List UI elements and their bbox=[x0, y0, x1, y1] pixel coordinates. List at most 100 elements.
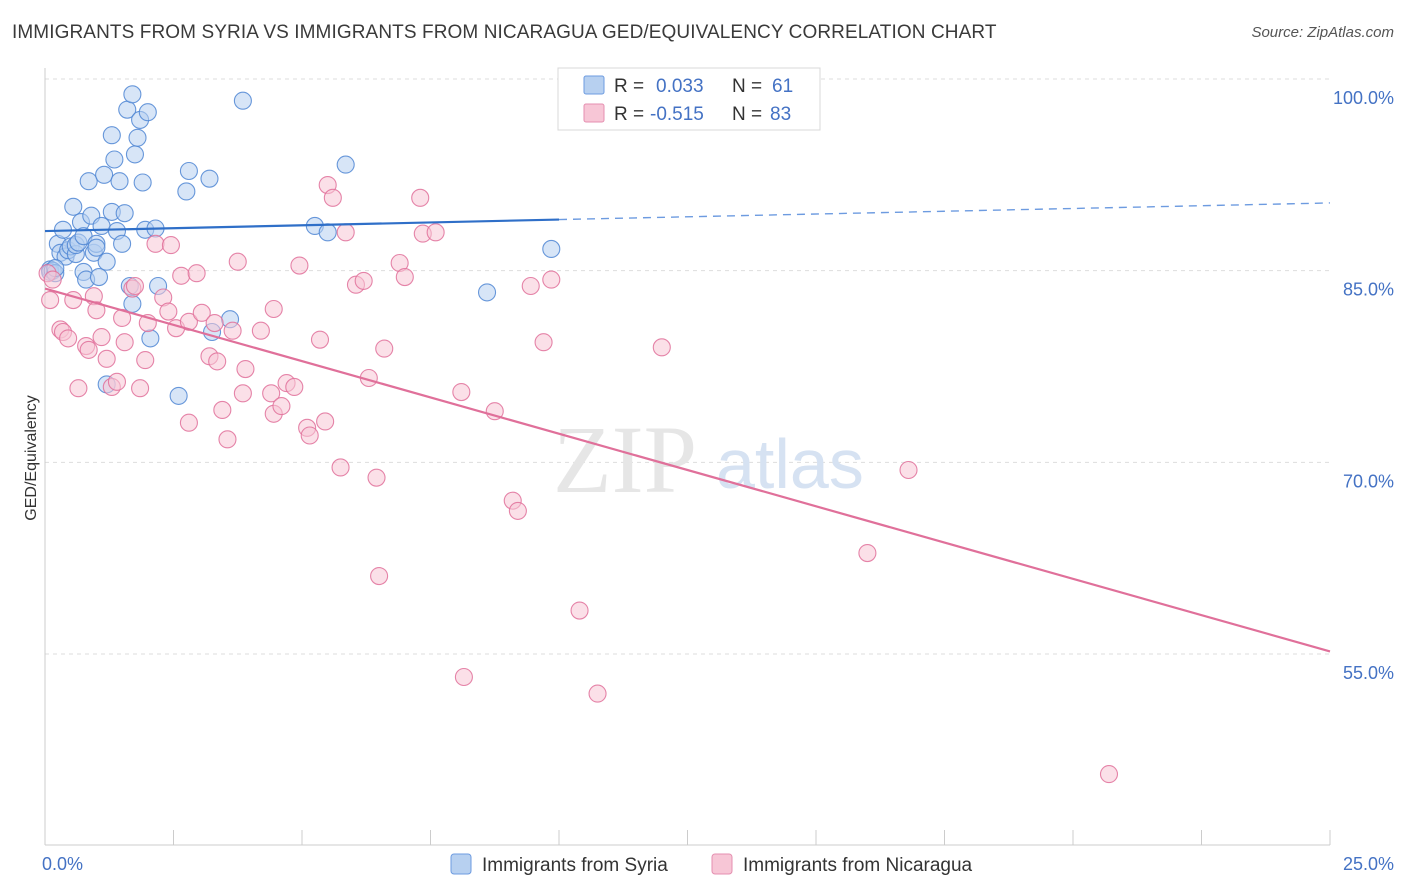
stats-r-value-syria: 0.033 bbox=[656, 76, 704, 97]
axes bbox=[44, 68, 1331, 846]
legend-swatch-nicaragua bbox=[711, 853, 733, 875]
point-nicaragua bbox=[588, 684, 607, 703]
point-nicaragua bbox=[41, 291, 60, 310]
point-nicaragua bbox=[131, 379, 150, 398]
point-nicaragua bbox=[161, 236, 180, 255]
point-syria bbox=[102, 126, 121, 145]
point-syria bbox=[123, 294, 142, 313]
stats-n-value-nicaragua: 83 bbox=[770, 104, 791, 125]
point-nicaragua bbox=[59, 329, 78, 348]
point-syria bbox=[141, 329, 160, 348]
point-nicaragua bbox=[370, 567, 389, 586]
y-tick-label: 85.0% bbox=[1343, 280, 1394, 300]
point-syria bbox=[128, 128, 147, 147]
legend-label-syria: Immigrants from Syria bbox=[482, 855, 668, 876]
stats-n-value-syria: 61 bbox=[772, 76, 793, 97]
point-nicaragua bbox=[223, 321, 242, 340]
point-nicaragua bbox=[316, 412, 335, 431]
point-nicaragua bbox=[218, 430, 237, 449]
point-nicaragua bbox=[331, 458, 350, 477]
trend-lines bbox=[44, 202, 1331, 653]
legend-label-nicaragua: Immigrants from Nicaragua bbox=[743, 855, 973, 876]
point-nicaragua bbox=[508, 501, 527, 520]
point-syria bbox=[138, 103, 157, 122]
point-nicaragua bbox=[146, 234, 165, 253]
point-nicaragua bbox=[354, 271, 373, 290]
stats-swatch-nicaragua bbox=[583, 103, 605, 123]
point-nicaragua bbox=[69, 379, 88, 398]
point-nicaragua bbox=[213, 400, 232, 419]
point-nicaragua bbox=[290, 256, 309, 275]
point-nicaragua bbox=[187, 264, 206, 283]
point-syria bbox=[200, 169, 219, 188]
point-nicaragua bbox=[79, 340, 98, 359]
point-nicaragua bbox=[570, 601, 589, 620]
point-nicaragua bbox=[107, 372, 127, 391]
point-nicaragua bbox=[300, 426, 319, 445]
stats-r-label-syria: R = bbox=[614, 76, 644, 97]
point-syria bbox=[89, 268, 109, 287]
point-syria bbox=[115, 204, 134, 223]
point-syria bbox=[110, 172, 129, 191]
point-nicaragua bbox=[272, 397, 291, 416]
point-nicaragua bbox=[228, 252, 247, 271]
data-points bbox=[38, 85, 1119, 784]
point-nicaragua bbox=[172, 266, 191, 285]
point-nicaragua bbox=[452, 383, 471, 402]
trend-line-syria bbox=[44, 218, 560, 233]
point-syria bbox=[177, 182, 196, 201]
x-tick-label: 0.0% bbox=[42, 854, 83, 874]
point-nicaragua bbox=[323, 188, 342, 207]
point-nicaragua bbox=[236, 360, 255, 379]
tick-labels: 100.0% 85.0% 70.0% 55.0% 0.0% 25.0% bbox=[42, 88, 1394, 874]
y-tick-label: 70.0% bbox=[1343, 471, 1394, 491]
point-syria bbox=[92, 216, 111, 235]
point-nicaragua bbox=[262, 384, 281, 403]
trend-line-syria-extension bbox=[558, 202, 1331, 221]
point-nicaragua bbox=[192, 303, 211, 322]
point-nicaragua bbox=[285, 377, 304, 396]
y-tick-label: 55.0% bbox=[1343, 663, 1394, 683]
point-nicaragua bbox=[336, 223, 355, 242]
y-tick-label: 100.0% bbox=[1333, 88, 1394, 108]
point-nicaragua bbox=[179, 413, 198, 432]
point-nicaragua bbox=[534, 333, 553, 352]
point-nicaragua bbox=[125, 276, 144, 296]
point-nicaragua bbox=[375, 339, 394, 358]
point-nicaragua bbox=[136, 351, 155, 370]
point-syria bbox=[336, 155, 355, 174]
point-syria bbox=[113, 234, 132, 253]
point-nicaragua bbox=[97, 349, 116, 368]
point-nicaragua bbox=[367, 468, 386, 487]
chart-title: IMMIGRANTS FROM SYRIA VS IMMIGRANTS FROM… bbox=[12, 22, 997, 43]
point-nicaragua bbox=[899, 460, 918, 480]
point-nicaragua bbox=[411, 188, 430, 207]
legend-swatch-syria bbox=[450, 853, 472, 875]
point-nicaragua bbox=[858, 544, 877, 563]
point-nicaragua bbox=[208, 352, 227, 371]
point-nicaragua bbox=[454, 667, 473, 687]
stats-r-value-nicaragua: -0.515 bbox=[650, 104, 704, 125]
point-nicaragua bbox=[87, 301, 106, 320]
point-nicaragua bbox=[205, 314, 224, 333]
point-nicaragua bbox=[233, 384, 252, 403]
point-syria bbox=[105, 150, 124, 169]
stats-r-label-nicaragua: R = bbox=[614, 104, 644, 125]
point-nicaragua bbox=[310, 330, 330, 349]
series-legend: Immigrants from Syria Immigrants from Ni… bbox=[450, 853, 973, 876]
point-nicaragua bbox=[521, 276, 540, 296]
y-axis-title: GED/Equivalency bbox=[23, 395, 40, 520]
point-syria bbox=[133, 173, 152, 192]
x-tick-label: 25.0% bbox=[1343, 854, 1394, 874]
point-syria bbox=[477, 283, 497, 302]
point-syria bbox=[123, 85, 142, 104]
point-nicaragua bbox=[264, 299, 283, 319]
watermark-zip: ZIP bbox=[553, 406, 697, 513]
point-syria bbox=[125, 145, 144, 164]
point-syria bbox=[87, 238, 106, 257]
point-nicaragua bbox=[652, 338, 671, 357]
point-syria bbox=[318, 223, 337, 242]
chart-source: Source: ZipAtlas.com bbox=[1251, 24, 1394, 41]
point-syria bbox=[169, 386, 188, 405]
